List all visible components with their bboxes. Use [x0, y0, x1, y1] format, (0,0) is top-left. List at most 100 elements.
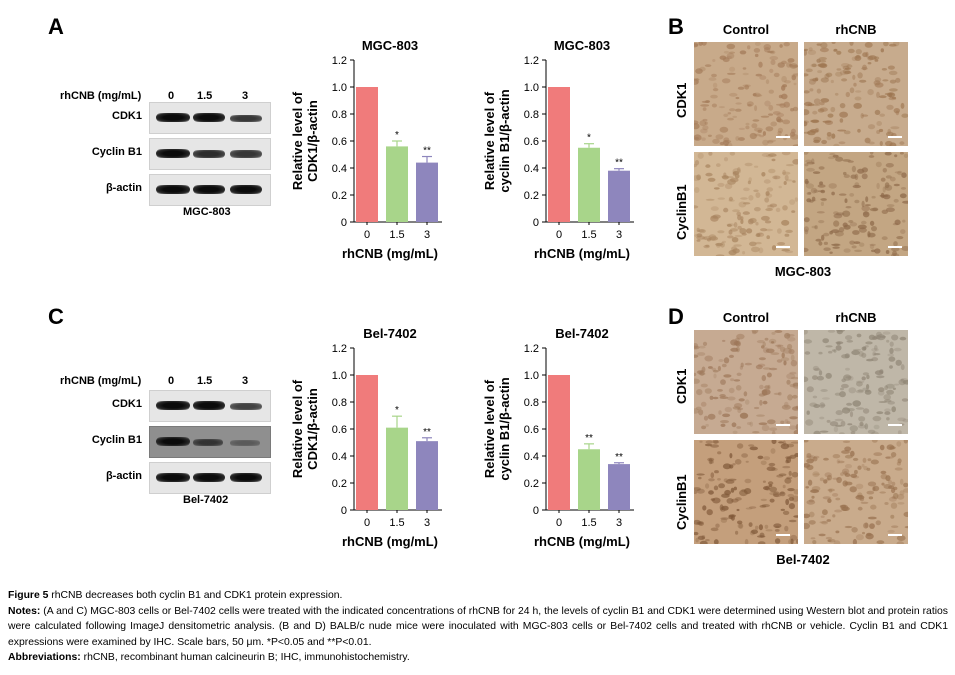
- y-tick-label: 1.0: [332, 82, 347, 94]
- ihc-image-control-cyclinb1: [694, 440, 798, 544]
- y-tick-label: 1.0: [524, 370, 539, 382]
- x-tick-label: 1.5: [581, 229, 596, 241]
- figure-caption: Figure 5 rhCNB decreases both cyclin B1 …: [8, 588, 948, 666]
- y-tick-label: 0.8: [332, 397, 347, 409]
- y-tick-label: 0.2: [332, 190, 347, 202]
- ihc-image-control-cdk1: [694, 330, 798, 434]
- chart-title: MGC-803: [362, 38, 418, 53]
- wb-row-label: CDK1: [112, 110, 142, 122]
- y-tick-label: 0: [533, 505, 539, 517]
- ihc-image-rhcnb-cdk1: [804, 42, 908, 146]
- y-tick-label: 0.6: [524, 424, 539, 436]
- x-tick-label: 3: [424, 229, 430, 241]
- bar-1.5: [386, 146, 408, 222]
- x-tick-label: 3: [616, 517, 622, 529]
- ihc-image-rhcnb-cdk1: [804, 330, 908, 434]
- y-tick-label: 1.2: [524, 55, 539, 67]
- wb-dose-2: 3: [242, 375, 249, 387]
- y-axis-label-line-2: CDK1/β-actin: [305, 100, 320, 182]
- chart-title: Bel-7402: [555, 326, 608, 341]
- wb-row-label: β-actin: [105, 470, 142, 482]
- figure-label: Figure 5: [8, 590, 49, 601]
- ihc-row-label: CDK1: [674, 82, 689, 118]
- caption-notes: Notes: (A and C) MGC-803 cells or Bel-74…: [8, 604, 948, 651]
- y-tick-label: 1.0: [524, 82, 539, 94]
- bar-0: [356, 375, 378, 510]
- panel-letter-c: C: [48, 304, 64, 329]
- caption-abbreviations: Abbreviations: rhCNB, recombinant human …: [8, 650, 948, 666]
- wb-row-label: Cyclin B1: [91, 434, 142, 446]
- blot-cyclin-b1: [149, 426, 271, 458]
- wb-dose-0: 0: [168, 90, 175, 102]
- y-axis-label-line-2: cyclin B1/β-actin: [497, 89, 512, 192]
- ihc-column-control: Control: [722, 22, 770, 37]
- notes-text: (A and C) MGC-803 cells or Bel-7402 cell…: [8, 605, 948, 648]
- bar-chart-mgc803-cdk1: MGC-803 Relative level of CDK1/β-actin 0 0.2…: [290, 38, 442, 261]
- bar-3: [608, 464, 630, 510]
- y-tick-label: 1.0: [332, 370, 347, 382]
- y-axis-label-line-1: Relative level of: [290, 91, 305, 190]
- wb-dose-0: 0: [168, 375, 175, 387]
- x-axis-label: rhCNB (mg/mL): [342, 246, 438, 261]
- wb-row-label: CDK1: [112, 398, 142, 410]
- y-tick-label: 0.4: [524, 163, 539, 175]
- blot-beta-actin: [149, 174, 271, 206]
- significance-label: *: [395, 405, 399, 416]
- bar-3: [416, 441, 438, 510]
- x-tick-label: 3: [424, 517, 430, 529]
- y-tick-label: 0.8: [524, 109, 539, 121]
- bar-chart-mgc803-cyclinb1: MGC-803 Relative level of cyclin B1/β-acti…: [482, 38, 634, 261]
- y-tick-label: 0.4: [332, 451, 347, 463]
- y-tick-label: 0.2: [524, 190, 539, 202]
- y-tick-label: 1.2: [332, 343, 347, 355]
- y-tick-label: 0.2: [332, 478, 347, 490]
- significance-label: *: [587, 133, 591, 144]
- caption-title: Figure 5 rhCNB decreases both cyclin B1 …: [8, 588, 948, 604]
- bar-chart-bel7402-cyclinb1: Bel-7402 Relative level of cyclin B1/β-act…: [482, 326, 634, 549]
- y-tick-label: 0.6: [332, 424, 347, 436]
- panel-letter-a: A: [48, 14, 64, 39]
- wb-dose-1: 1.5: [197, 375, 213, 387]
- ihc-row-label: CyclinB1: [674, 184, 689, 240]
- ihc-image-control-cyclinb1: [694, 152, 798, 256]
- panel-letter-b: B: [668, 14, 684, 39]
- y-tick-label: 0.8: [332, 109, 347, 121]
- ihc-column-control: Control: [722, 310, 770, 325]
- wb-cell-line: MGC-803: [183, 206, 231, 218]
- bar-1.5: [578, 147, 600, 222]
- bar-chart-bel7402-cdk1: Bel-7402 Relative level of CDK1/β-actin 0 0.…: [290, 326, 442, 549]
- y-tick-label: 1.2: [524, 343, 539, 355]
- y-tick-label: 0: [533, 217, 539, 229]
- x-tick-label: 1.5: [389, 229, 404, 241]
- wb-cell-line: Bel-7402: [183, 494, 229, 506]
- x-tick-label: 0: [556, 229, 562, 241]
- wb-dose-header: rhCNB (mg/mL): [60, 375, 142, 387]
- abbrev-text: rhCNB, recombinant human calcineurin B; …: [80, 652, 410, 663]
- x-axis-label: rhCNB (mg/mL): [342, 534, 438, 549]
- significance-label: **: [585, 433, 593, 444]
- x-tick-label: 0: [556, 517, 562, 529]
- x-axis-label: rhCNB (mg/mL): [534, 246, 630, 261]
- y-tick-label: 0: [341, 505, 347, 517]
- ihc-image-rhcnb-cyclinb1: [804, 440, 908, 544]
- y-axis-label-line-1: Relative level of: [482, 379, 497, 478]
- y-tick-label: 0.6: [332, 136, 347, 148]
- bar-0: [548, 375, 570, 510]
- ihc-cell-line: MGC-803: [774, 264, 832, 279]
- notes-label: Notes:: [8, 605, 41, 617]
- x-tick-label: 3: [616, 229, 622, 241]
- y-axis-label-line-2: CDK1/β-actin: [305, 388, 320, 470]
- significance-label: *: [395, 130, 399, 141]
- x-axis-label: rhCNB (mg/mL): [534, 534, 630, 549]
- y-tick-label: 0: [341, 217, 347, 229]
- ihc-image-control-cdk1: [694, 42, 798, 146]
- bar-3: [608, 170, 630, 222]
- wb-dose-header: rhCNB (mg/mL): [60, 90, 142, 102]
- y-tick-label: 0.4: [332, 163, 347, 175]
- x-tick-label: 0: [364, 229, 370, 241]
- wb-row-label: Cyclin B1: [91, 146, 142, 158]
- significance-label: **: [615, 158, 623, 169]
- significance-label: **: [423, 427, 431, 438]
- chart-title: Bel-7402: [363, 326, 416, 341]
- significance-label: **: [423, 146, 431, 157]
